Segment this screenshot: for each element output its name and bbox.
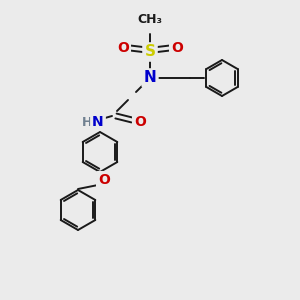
Text: O: O xyxy=(117,41,129,55)
Text: O: O xyxy=(171,41,183,55)
Text: CH₃: CH₃ xyxy=(137,13,163,26)
Text: H: H xyxy=(82,116,92,128)
Text: N: N xyxy=(144,70,156,86)
Text: O: O xyxy=(134,115,146,129)
Text: O: O xyxy=(98,173,110,187)
Text: S: S xyxy=(145,44,155,59)
Text: N: N xyxy=(92,115,104,129)
